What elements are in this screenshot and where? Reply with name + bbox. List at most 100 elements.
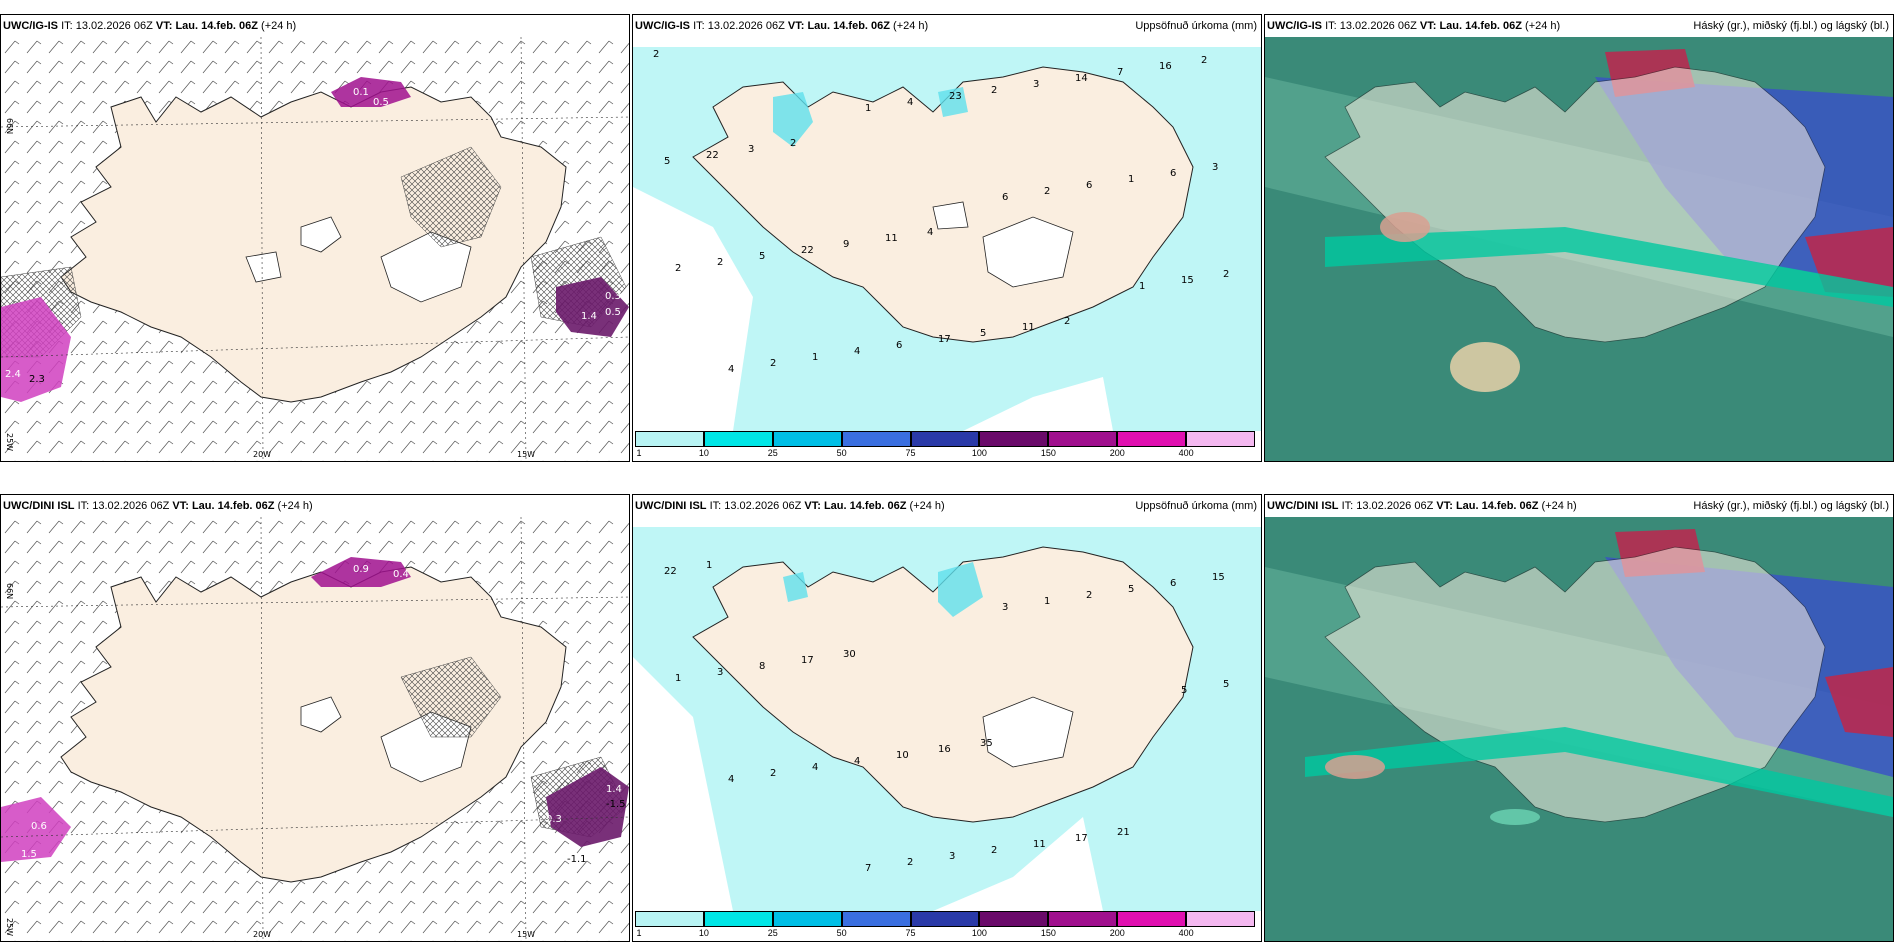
precip-value-label: 11 xyxy=(1033,839,1046,850)
precip-value-label: 30 xyxy=(843,649,856,660)
contour-label: -1.1 xyxy=(567,854,587,865)
model-name: UWC/DINI ISL xyxy=(3,500,75,512)
convective-cell xyxy=(1490,809,1540,825)
iceland-land xyxy=(1324,546,1826,823)
colorbar-tick-label: 50 xyxy=(836,928,847,938)
lead-time: (+24 h) xyxy=(1525,20,1561,32)
precip-value-label: 21 xyxy=(1117,827,1130,838)
vt-value: Lau. 14.feb. 06Z xyxy=(807,20,890,32)
colorbar-segment xyxy=(1048,431,1118,447)
vt-value: Lau. 14.feb. 06Z xyxy=(191,500,275,512)
contour-label: 1.5 xyxy=(21,849,37,860)
panel-row1-wind: UWC/IG-IS IT: 13.02.2026 06Z VT: Lau. 14… xyxy=(0,14,630,462)
precip-value-label: 17 xyxy=(1075,833,1088,844)
colorbar-segment xyxy=(1117,911,1187,927)
precip-value-label: 17 xyxy=(938,334,951,345)
colorbar-segment xyxy=(979,431,1049,447)
contour-label: 2.3 xyxy=(29,374,45,385)
wind-map: 0.1 0.5 0.3 0.5 1.4 2.3 2.4 20W 15W 66N … xyxy=(1,37,629,461)
colorbar-tick-label: 200 xyxy=(1109,928,1125,938)
colorbar-segment xyxy=(979,911,1049,927)
lon-label: 20W xyxy=(253,450,271,459)
colorbar-segment xyxy=(1186,431,1255,447)
it-label: IT: xyxy=(1325,20,1337,32)
precip-value-label: 5 xyxy=(664,156,670,167)
precip-value-label: 23 xyxy=(949,91,962,102)
map-area xyxy=(1265,37,1893,461)
colorbar-segment xyxy=(703,911,773,927)
it-value: 13.02.2026 06Z xyxy=(707,20,785,32)
panel-header: UWC/DINI ISL IT: 13.02.2026 06Z VT: Lau.… xyxy=(1,495,629,517)
it-value: 13.02.2026 06Z xyxy=(1356,500,1434,512)
precip-value-label: 6 xyxy=(1002,192,1008,203)
glacier xyxy=(932,201,969,230)
precip-value-label: 4 xyxy=(728,774,734,785)
cloud-map xyxy=(1265,37,1893,461)
hatch-region-1 xyxy=(400,656,502,738)
precip-value-label: 2 xyxy=(675,263,681,274)
precip-value-label: 2 xyxy=(790,138,796,149)
panel-row2-wind: UWC/DINI ISL IT: 13.02.2026 06Z VT: Lau.… xyxy=(0,494,630,942)
precip-value-label: 22 xyxy=(801,245,814,256)
precip-value-label: 11 xyxy=(885,233,898,244)
precip-value-label: 1 xyxy=(1128,174,1134,185)
it-value: 13.02.2026 06Z xyxy=(92,500,170,512)
panel-header: UWC/IG-IS IT: 13.02.2026 06Z VT: Lau. 14… xyxy=(1265,15,1893,37)
precip-value-label: 35 xyxy=(980,738,993,749)
contour-label: 0.3 xyxy=(605,291,621,302)
colorbar-tick-label: 100 xyxy=(971,928,987,938)
colorbar-tick-label: 10 xyxy=(698,448,709,458)
precip-value-label: 6 xyxy=(1170,578,1176,589)
panel-title: Uppsöfnuð úrkoma (mm) xyxy=(1135,500,1257,512)
precip-value-label: 2 xyxy=(991,845,997,856)
colorbar-segment xyxy=(772,431,842,447)
panel-row2-clouds: UWC/DINI ISL IT: 13.02.2026 06Z VT: Lau.… xyxy=(1264,494,1894,942)
vt-label: VT: xyxy=(1419,20,1437,32)
lon-label: 15W xyxy=(517,930,535,939)
panel-header: UWC/IG-IS IT: 13.02.2026 06Z VT: Lau. 14… xyxy=(1,15,629,37)
colorbar-tick-label: 150 xyxy=(1040,928,1056,938)
precip-station-numbers: 2242231111162295752217143563624212123622… xyxy=(653,49,1229,375)
model-name: UWC/DINI ISL xyxy=(635,500,707,512)
precip-value-label: 22 xyxy=(706,150,719,161)
colorbar-segment xyxy=(635,911,704,927)
precip-white-area xyxy=(633,187,753,431)
colorbar-tick-label: 1 xyxy=(636,928,642,938)
vt-label: VT: xyxy=(1436,500,1453,512)
contour-label: 0.5 xyxy=(605,307,621,318)
lon-label: 25W xyxy=(5,918,14,936)
vt-value: Lau. 14.feb. 06Z xyxy=(1455,500,1539,512)
glacier xyxy=(982,216,1074,288)
pink-blob-2 xyxy=(1,797,71,862)
lon-label: 15W xyxy=(517,450,535,459)
precip-value-label: 2 xyxy=(1064,316,1070,327)
precip-value-label: 7 xyxy=(1117,67,1123,78)
precip-value-label: 3 xyxy=(717,667,723,678)
precip-value-label: 6 xyxy=(1170,168,1176,179)
vt-label: VT: xyxy=(804,500,821,512)
precip-value-label: 2 xyxy=(653,49,659,60)
convective-cell xyxy=(1325,755,1385,779)
precip-value-label: 16 xyxy=(938,744,951,755)
colorbar-tick-label: 25 xyxy=(767,928,778,938)
map-area: 0.9 0.4 0.3 1.4 -1.5 0.6 1.5 -1.1 20W 15… xyxy=(1,517,629,941)
pink-blob-1 xyxy=(331,77,411,107)
colorbar: 1 10 25 50 75 100 150 200 400 xyxy=(635,911,1259,939)
precip-value-label: 2 xyxy=(1201,55,1207,66)
vt-value: Lau. 14.feb. 06Z xyxy=(1439,20,1522,32)
precip-value-label: 2 xyxy=(770,768,776,779)
precip-value-label: 16 xyxy=(1159,61,1172,72)
precip-value-label: 4 xyxy=(907,97,913,108)
colorbar-segment xyxy=(910,431,980,447)
precip-value-label: 1 xyxy=(706,560,712,571)
lat-label: 66N xyxy=(5,118,14,134)
pink-blob-2 xyxy=(1,297,71,402)
precip-value-label: 3 xyxy=(1002,602,1008,613)
precip-value-label: 1 xyxy=(865,103,871,114)
vt-label: VT: xyxy=(172,500,189,512)
colorbar-tick-label: 25 xyxy=(767,448,778,458)
mid-cloud-band xyxy=(1305,727,1893,817)
precip-value-label: 2 xyxy=(1223,269,1229,280)
precip-value-label: 2 xyxy=(1086,590,1092,601)
colorbar: 1 10 25 50 75 100 150 200 400 xyxy=(635,431,1259,459)
